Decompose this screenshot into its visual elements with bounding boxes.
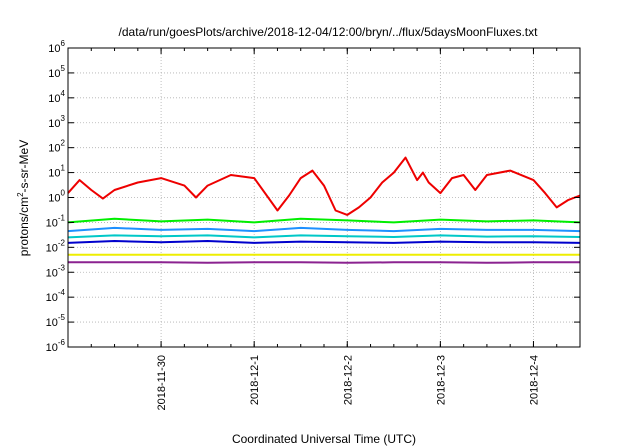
series-line-3 xyxy=(67,226,581,233)
y-tick-label: 106 xyxy=(48,39,65,55)
x-axis-label: Coordinated Universal Time (UTC) xyxy=(232,432,416,446)
y-tick-label: 105 xyxy=(48,64,65,80)
y-tick-label: 10-5 xyxy=(46,313,66,329)
y-tick-label: 103 xyxy=(48,114,65,130)
y-tick-label: 102 xyxy=(48,139,65,155)
series-layer xyxy=(67,156,581,264)
series-line-1 xyxy=(67,156,581,216)
x-tick-label: 2018-12-4 xyxy=(528,355,540,405)
chart-title: /data/run/goesPlots/archive/2018-12-04/1… xyxy=(119,25,539,39)
series-line-2 xyxy=(67,217,581,224)
y-tick-label: 10-2 xyxy=(46,238,66,254)
x-tick-label: 2018-12-1 xyxy=(249,355,261,405)
x-tick-label: 2018-11-30 xyxy=(156,355,168,410)
x-tick-label: 2018-12-2 xyxy=(342,355,354,405)
y-tick-label: 10-6 xyxy=(46,338,66,354)
y-tick-label: 100 xyxy=(48,189,65,205)
y-tick-label: 10-4 xyxy=(46,288,66,304)
y-tick-label: 10-3 xyxy=(46,263,66,279)
grid-lines xyxy=(68,48,580,347)
series-line-7 xyxy=(68,261,580,264)
y-tick-label: 101 xyxy=(48,164,65,180)
y-axis-ticks: 106 105 104 103 102 101 100 10-1 10-2 10-3 10-4 10-… xyxy=(46,39,580,354)
x-axis-ticks: 2018-11-30 2018-12-1 2018-12-2 2018-12-3 201… xyxy=(67,48,581,410)
y-axis-label: protons/cm2-s-sr-MeV xyxy=(16,140,31,256)
y-tick-label: 10-1 xyxy=(46,213,66,229)
x-tick-label: 2018-12-3 xyxy=(435,355,447,405)
y-tick-label: 104 xyxy=(48,89,65,105)
series-line-4 xyxy=(67,234,581,239)
series-line-5 xyxy=(67,240,581,244)
